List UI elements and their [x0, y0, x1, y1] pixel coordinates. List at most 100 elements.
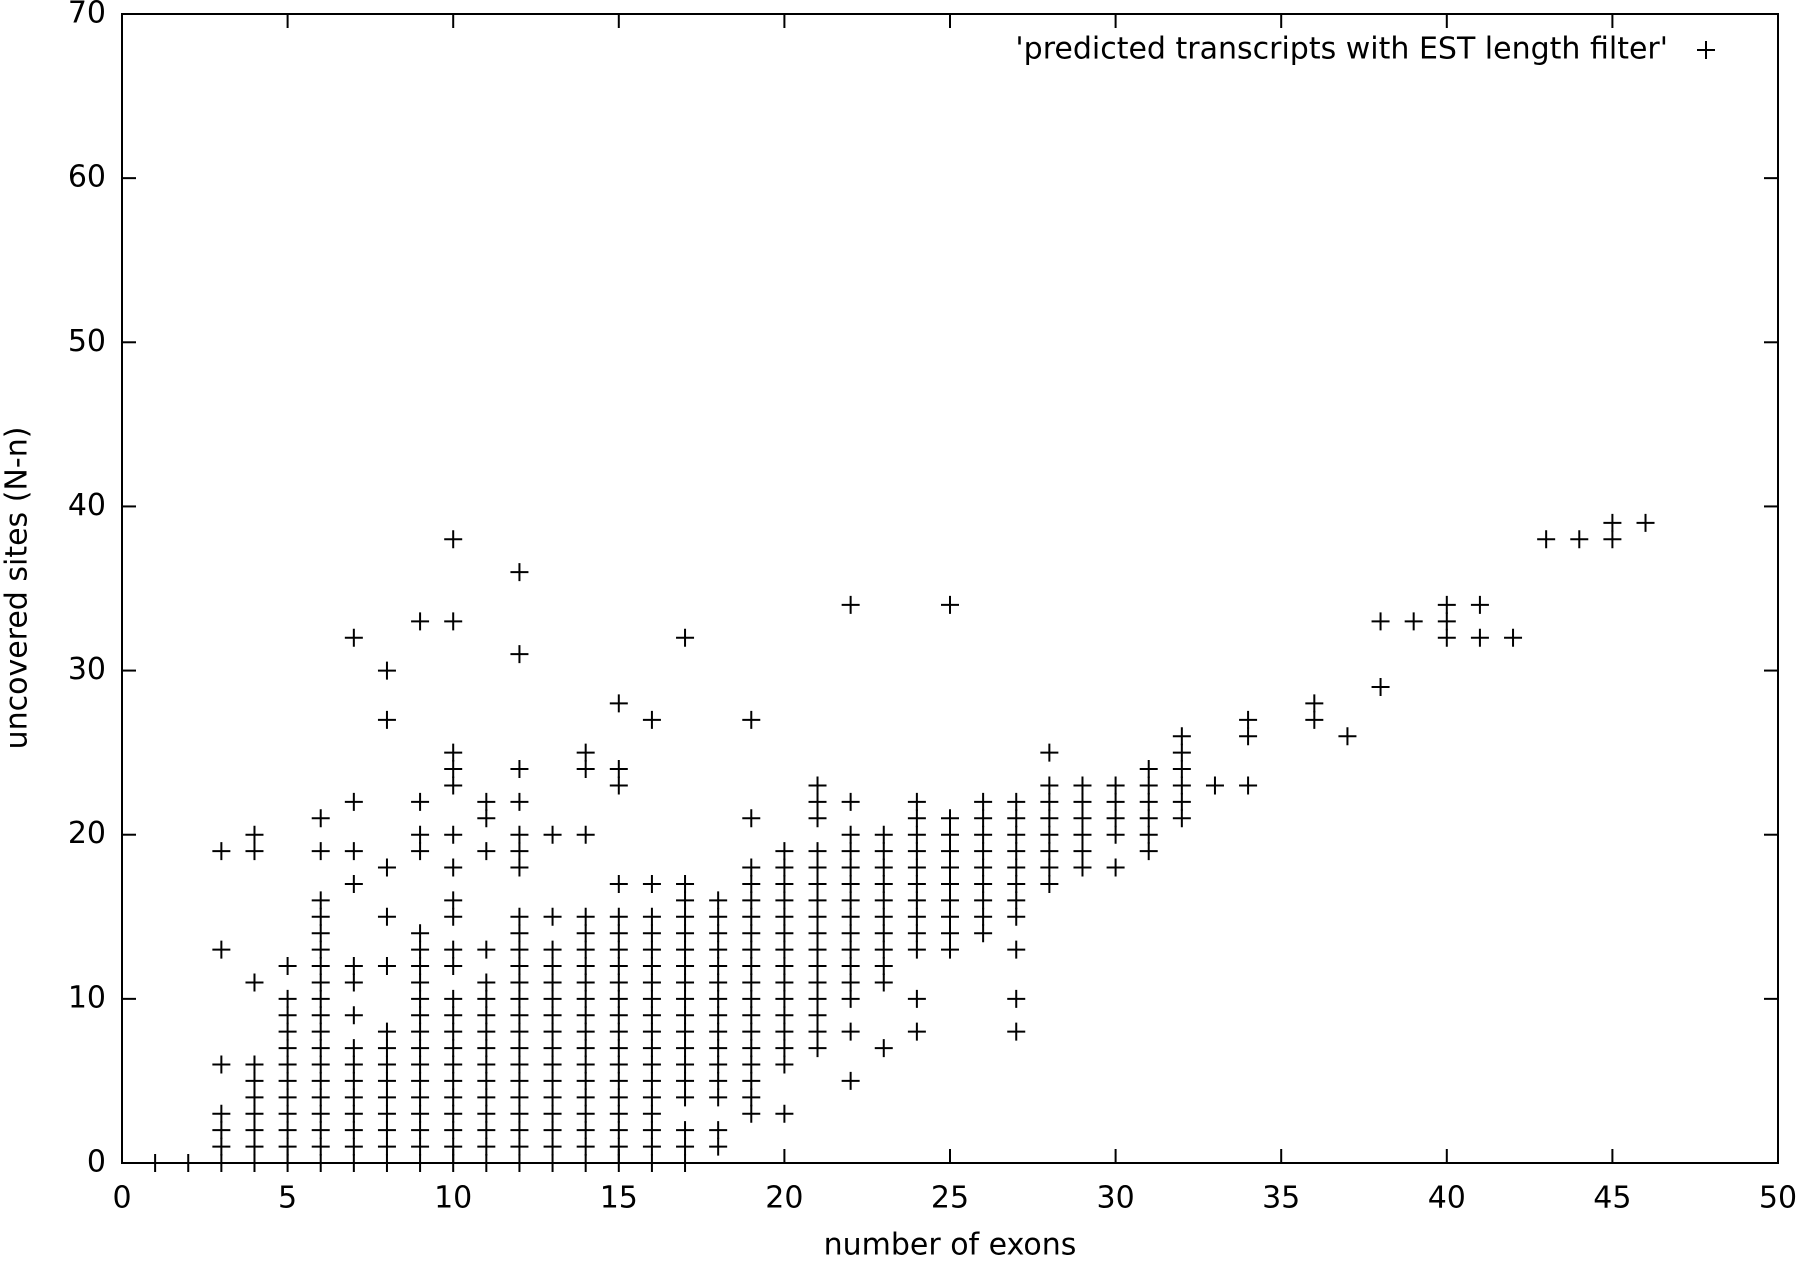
point	[874, 907, 893, 926]
point	[609, 776, 628, 795]
point	[642, 1055, 661, 1074]
point	[609, 760, 628, 779]
point	[278, 1022, 297, 1041]
point	[874, 842, 893, 861]
point	[642, 1088, 661, 1107]
point	[841, 842, 860, 861]
point	[1007, 858, 1026, 877]
point	[609, 940, 628, 959]
point	[676, 628, 695, 647]
point	[609, 1039, 628, 1058]
point	[974, 825, 993, 844]
point	[1007, 874, 1026, 893]
point	[609, 1121, 628, 1140]
point	[477, 1104, 496, 1123]
point	[1139, 792, 1158, 811]
y-tick-label: 30	[68, 652, 106, 687]
point	[377, 1137, 396, 1156]
point	[477, 989, 496, 1008]
point	[1007, 825, 1026, 844]
point	[576, 825, 595, 844]
point	[742, 858, 761, 877]
point	[808, 973, 827, 992]
point	[808, 842, 827, 861]
x-tick-label: 40	[1428, 1181, 1466, 1216]
point	[510, 907, 529, 926]
point	[1504, 628, 1523, 647]
point	[1470, 595, 1489, 614]
point	[1106, 825, 1125, 844]
point	[377, 1121, 396, 1140]
point	[1007, 907, 1026, 926]
point	[709, 1055, 728, 1074]
point	[510, 1039, 529, 1058]
point	[974, 924, 993, 943]
point	[907, 907, 926, 926]
point	[278, 1154, 297, 1172]
point	[344, 874, 363, 893]
point	[874, 874, 893, 893]
point	[311, 1055, 330, 1074]
point	[808, 1022, 827, 1041]
point	[377, 710, 396, 729]
point	[510, 1088, 529, 1107]
point	[576, 907, 595, 926]
point	[377, 1039, 396, 1058]
point	[742, 874, 761, 893]
point	[642, 1071, 661, 1090]
point	[278, 1137, 297, 1156]
point	[874, 957, 893, 976]
point	[444, 530, 463, 549]
point	[841, 957, 860, 976]
point	[543, 940, 562, 959]
point	[1073, 825, 1092, 844]
point	[808, 940, 827, 959]
point	[477, 1022, 496, 1041]
x-tick-label: 45	[1593, 1181, 1631, 1216]
point	[377, 1104, 396, 1123]
point	[212, 1055, 231, 1074]
point	[1106, 809, 1125, 828]
point	[742, 1088, 761, 1107]
point	[609, 989, 628, 1008]
point	[742, 1104, 761, 1123]
point	[742, 940, 761, 959]
point	[510, 825, 529, 844]
point	[1139, 809, 1158, 828]
point	[841, 825, 860, 844]
point	[642, 1006, 661, 1025]
point	[609, 1006, 628, 1025]
point	[510, 1055, 529, 1074]
point	[1570, 530, 1589, 549]
point	[1040, 874, 1059, 893]
point	[676, 1137, 695, 1156]
point	[775, 957, 794, 976]
point	[411, 1088, 430, 1107]
point	[1007, 989, 1026, 1008]
point	[543, 1104, 562, 1123]
point	[444, 1121, 463, 1140]
point	[676, 907, 695, 926]
point	[642, 957, 661, 976]
point	[808, 1039, 827, 1058]
point	[775, 1006, 794, 1025]
point	[874, 825, 893, 844]
point	[907, 874, 926, 893]
point	[212, 1121, 231, 1140]
point	[1172, 760, 1191, 779]
point	[874, 973, 893, 992]
point	[411, 1006, 430, 1025]
point	[609, 924, 628, 943]
point	[609, 1022, 628, 1041]
point	[576, 957, 595, 976]
point	[411, 1121, 430, 1140]
point	[742, 710, 761, 729]
point	[709, 907, 728, 926]
point	[311, 1071, 330, 1090]
point	[444, 1006, 463, 1025]
point	[941, 858, 959, 877]
point	[510, 924, 529, 943]
point	[775, 940, 794, 959]
point	[576, 1055, 595, 1074]
point	[510, 1104, 529, 1123]
